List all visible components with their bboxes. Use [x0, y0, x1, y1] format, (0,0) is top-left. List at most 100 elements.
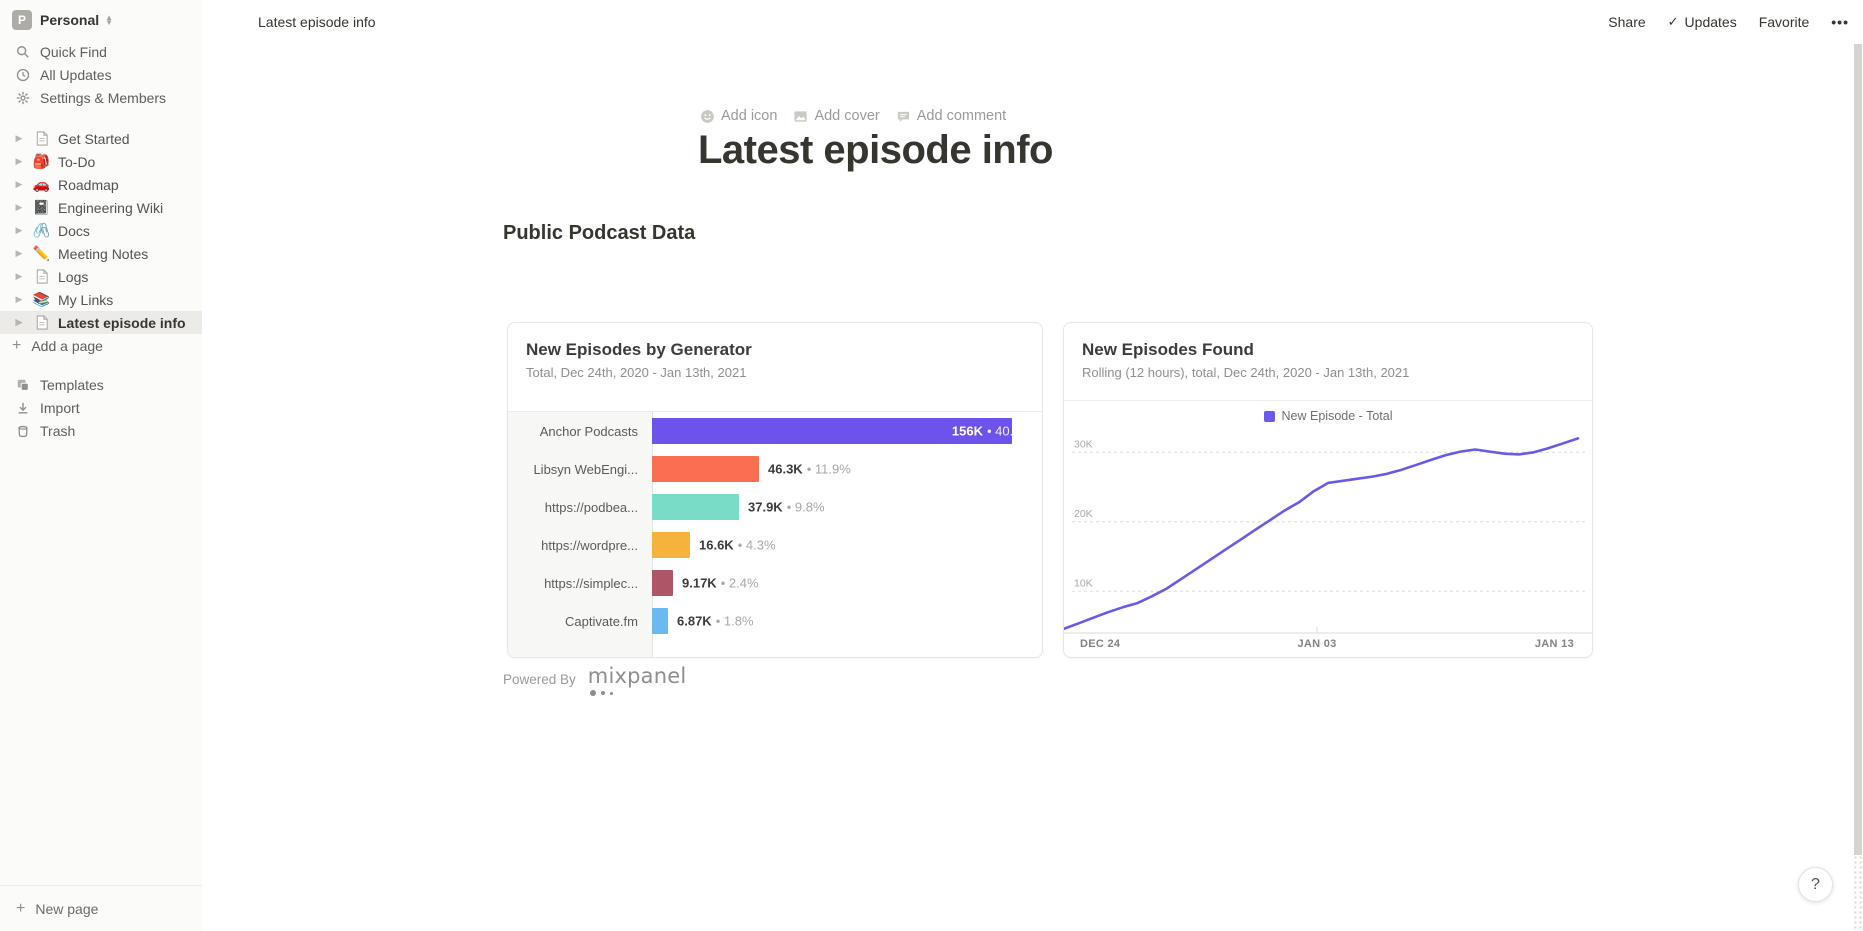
chevron-right-icon[interactable]: ▶ — [15, 156, 23, 166]
line-chart-card[interactable]: New Episodes Found Rolling (12 hours), t… — [1063, 322, 1593, 658]
chevron-right-icon[interactable]: ▶ — [15, 271, 23, 281]
scrollbar-track[interactable] — [1853, 855, 1863, 931]
mixpanel-logo-dots — [589, 690, 687, 696]
books-emoji-icon: 📚 — [32, 291, 51, 307]
more-options-button[interactable]: ••• — [1831, 14, 1849, 30]
bar-row[interactable]: https://wordpre... 16.6K • 4.3% — [508, 526, 1042, 564]
bar-row[interactable]: https://simplec... 9.17K • 2.4% — [508, 564, 1042, 602]
chart-title: New Episodes by Generator — [526, 340, 752, 359]
bar-segment[interactable] — [652, 570, 673, 596]
page-title-label: Latest episode info — [58, 314, 186, 331]
bar-segment[interactable] — [652, 532, 690, 558]
sidebar-item-logs[interactable]: ▶ Logs — [0, 265, 202, 288]
page-icon — [32, 315, 51, 330]
sidebar-item-my-links[interactable]: ▶ 📚 My Links — [0, 288, 202, 311]
sidebar-item-to-do[interactable]: ▶ 🎒 To-Do — [0, 150, 202, 173]
scrollbar-thumb[interactable] — [1854, 44, 1862, 855]
chevron-right-icon[interactable]: ▶ — [15, 294, 23, 304]
search-icon — [14, 43, 31, 60]
pencil-emoji-icon: ✏️ — [32, 245, 51, 261]
sidebar-item-label: Trash — [40, 422, 76, 439]
trash-icon — [14, 422, 31, 439]
sidebar: P Personal ▲ ▼ Quick Find All Updates Set… — [0, 0, 202, 931]
x-tick-label: JAN 03 — [1297, 638, 1337, 650]
section-heading[interactable]: Public Podcast Data — [503, 222, 696, 244]
add-icon-button[interactable]: Add icon — [700, 108, 777, 124]
help-button[interactable]: ? — [1798, 867, 1833, 902]
x-tick-label: DEC 24 — [1080, 638, 1121, 650]
page-title-label: Logs — [58, 268, 89, 285]
workspace-switcher[interactable]: P Personal ▲ ▼ — [0, 0, 202, 40]
sidebar-item-import[interactable]: Import — [0, 396, 202, 419]
workspace-name: Personal — [40, 12, 100, 28]
add-comment-button[interactable]: Add comment — [896, 108, 1006, 124]
paperclip-emoji-icon: 🖇️ — [32, 222, 51, 238]
templates-icon — [14, 376, 31, 393]
bar-row[interactable]: Libsyn WebEngi... 46.3K • 11.9% — [508, 450, 1042, 488]
sidebar-item-templates[interactable]: Templates — [0, 373, 202, 396]
bar-value-label: 9.17K • 2.4% — [682, 575, 759, 591]
bar-chart-card[interactable]: New Episodes by Generator Total, Dec 24t… — [507, 322, 1043, 658]
bar-value-label: 16.6K • 4.3% — [699, 537, 776, 553]
bar-segment[interactable] — [652, 608, 668, 634]
page-title-label: Meeting Notes — [58, 245, 149, 262]
bar-value-label: 6.87K • 1.8% — [677, 613, 754, 629]
chevron-right-icon[interactable]: ▶ — [15, 317, 23, 327]
sidebar-item-engineering-wiki[interactable]: ▶ 📓 Engineering Wiki — [0, 196, 202, 219]
bar-row[interactable]: https://podbea... 37.9K • 9.8% — [508, 488, 1042, 526]
vertical-scrollbar[interactable] — [1853, 44, 1863, 931]
legend-swatch — [1263, 410, 1275, 422]
image-icon — [794, 110, 808, 122]
svg-text:30K: 30K — [1074, 438, 1093, 450]
chevron-right-icon[interactable]: ▶ — [15, 202, 23, 212]
sidebar-item-roadmap[interactable]: ▶ 🚗 Roadmap — [0, 173, 202, 196]
sidebar-item-quick-find[interactable]: Quick Find — [0, 40, 202, 63]
car-emoji-icon: 🚗 — [32, 176, 51, 192]
bar-segment[interactable] — [652, 418, 1012, 444]
chart-legend: New Episode - Total — [1064, 401, 1592, 431]
updates-button[interactable]: ✓ Updates — [1667, 14, 1737, 30]
chevron-right-icon[interactable]: ▶ — [15, 179, 23, 189]
bar-value-label: 156K • 40.3% — [951, 423, 1032, 439]
import-download-icon — [14, 399, 31, 416]
line-chart-plot[interactable]: 10K 20K 30K DEC 24 JAN 03 JAN 13 — [1064, 431, 1592, 657]
x-tick-label: JAN 13 — [1534, 638, 1574, 650]
sidebar-item-label: Import — [40, 399, 80, 416]
sidebar-item-label: All Updates — [40, 66, 112, 83]
notebook-emoji-icon: 📓 — [32, 199, 51, 215]
workspace-switcher-icon: ▲ ▼ — [105, 13, 114, 27]
sidebar-page-tree: ▶ Get Started ▶ 🎒 To-Do ▶ 🚗 Roadmap ▶ 📓 … — [0, 127, 202, 357]
sidebar-item-trash[interactable]: Trash — [0, 419, 202, 442]
sidebar-item-settings-members[interactable]: Settings & Members — [0, 86, 202, 109]
mixpanel-logo[interactable]: mixpanel — [588, 666, 687, 696]
new-page-button[interactable]: + New page — [0, 885, 202, 931]
sidebar-item-docs[interactable]: ▶ 🖇️ Docs — [0, 219, 202, 242]
share-button[interactable]: Share — [1608, 14, 1646, 30]
add-cover-button[interactable]: Add cover — [793, 108, 880, 124]
bar-row[interactable]: Captivate.fm 6.87K • 1.8% — [508, 602, 1042, 640]
plus-icon: + — [12, 336, 22, 354]
add-a-page-button[interactable]: + Add a page — [12, 336, 103, 354]
bar-row[interactable]: Anchor Podcasts 156K • 40.3% — [508, 412, 1042, 450]
svg-text:20K: 20K — [1074, 508, 1093, 520]
sidebar-item-latest-episode-info[interactable]: ▶ Latest episode info — [0, 311, 202, 334]
bar-segment[interactable] — [652, 456, 759, 482]
sidebar-item-label: Templates — [40, 376, 104, 393]
sidebar-item-meeting-notes[interactable]: ▶ ✏️ Meeting Notes — [0, 242, 202, 265]
bar-chart-body: Anchor Podcasts 156K • 40.3% Libsyn WebEn… — [508, 411, 1042, 657]
chevron-right-icon[interactable]: ▶ — [15, 248, 23, 258]
sidebar-item-get-started[interactable]: ▶ Get Started — [0, 127, 202, 150]
breadcrumb[interactable]: Latest episode info — [258, 14, 376, 30]
favorite-button[interactable]: Favorite — [1758, 14, 1810, 30]
chart-title: New Episodes Found — [1082, 340, 1254, 359]
legend-label: New Episode - Total — [1281, 409, 1393, 423]
bar-segment[interactable] — [652, 494, 739, 520]
plus-icon: + — [16, 899, 26, 917]
chevron-right-icon[interactable]: ▶ — [15, 225, 23, 235]
sidebar-item-all-updates[interactable]: All Updates — [0, 63, 202, 86]
chevron-right-icon[interactable]: ▶ — [15, 133, 23, 143]
page-title[interactable]: Latest episode info — [698, 128, 1054, 172]
gear-icon — [14, 89, 31, 106]
page-decoration-controls: Add icon Add cover Add comment — [700, 108, 1006, 124]
page-title-label: To-Do — [58, 153, 96, 170]
